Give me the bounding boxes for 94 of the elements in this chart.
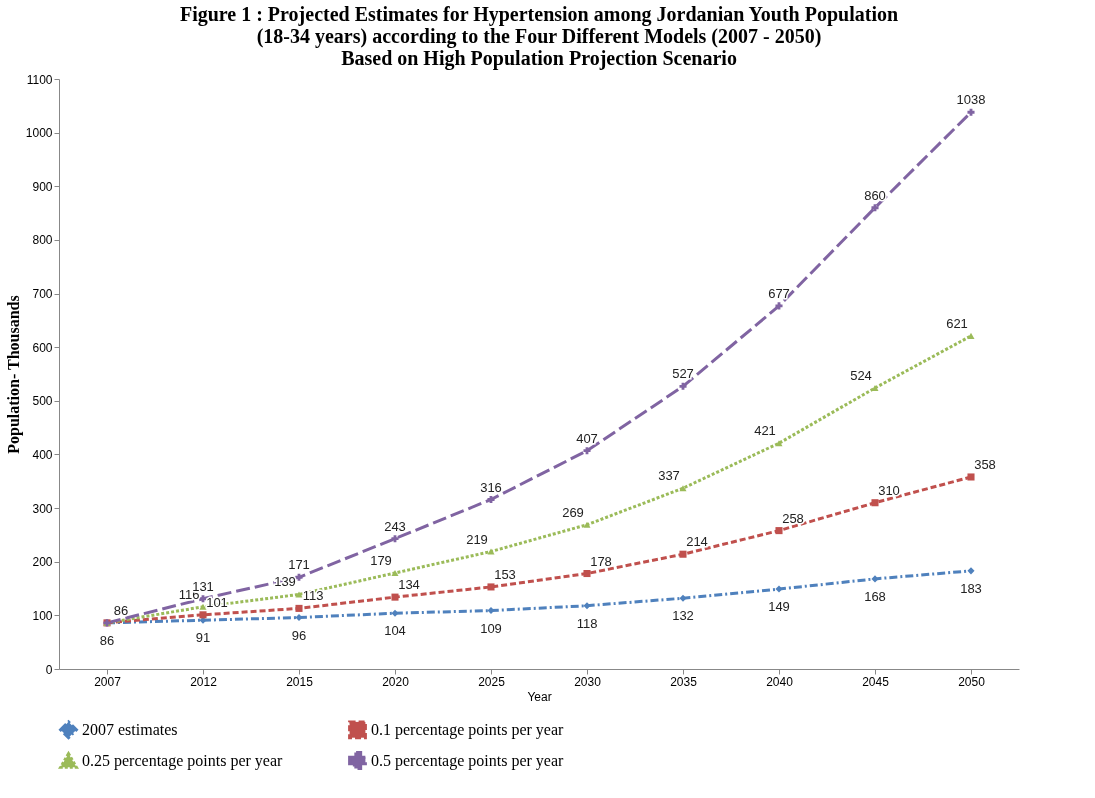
y-tick-label: 1100 <box>26 72 53 87</box>
point <box>967 332 975 339</box>
data-label: 118 <box>576 615 598 631</box>
point <box>583 569 591 578</box>
data-label: 407 <box>576 430 598 446</box>
y-tick-label: 200 <box>32 555 53 570</box>
point <box>391 535 399 543</box>
data-label: 96 <box>291 627 307 643</box>
point <box>871 499 879 507</box>
y-tick-label: 0 <box>45 662 53 677</box>
point <box>583 521 591 528</box>
point <box>583 447 591 455</box>
point <box>487 583 495 591</box>
data-label: 258 <box>782 510 804 526</box>
x-tick-label: 2020 <box>382 674 410 689</box>
point <box>391 609 399 617</box>
data-label: 91 <box>195 630 211 646</box>
y-tick-label: 500 <box>32 394 53 409</box>
data-label: 134 <box>398 577 420 593</box>
x-tick-label: 2015 <box>286 674 314 689</box>
data-label: 109 <box>480 620 502 636</box>
point <box>487 495 495 504</box>
point <box>679 382 687 390</box>
data-label: 421 <box>754 423 776 439</box>
data-label: 527 <box>672 366 694 382</box>
x-tick-label: 2040 <box>766 674 794 689</box>
x-tick-label: 2030 <box>574 674 602 689</box>
data-label: 269 <box>562 504 584 520</box>
data-label: 104 <box>384 623 406 639</box>
data-label: 183 <box>960 580 982 596</box>
data-label: 677 <box>768 285 790 301</box>
point <box>967 108 975 116</box>
y-tick-label: 1000 <box>25 126 53 141</box>
point <box>487 607 495 615</box>
point <box>967 473 975 481</box>
data-label: 860 <box>864 187 886 203</box>
legend-label: 2007 estimates <box>82 720 178 738</box>
y-tick-label: 700 <box>32 287 53 302</box>
data-label: 337 <box>658 468 680 484</box>
point <box>199 611 207 619</box>
x-tick-label: 2050 <box>958 674 986 689</box>
data-label: 178 <box>590 553 612 569</box>
data-label: 219 <box>466 531 488 547</box>
data-label: 149 <box>768 599 790 615</box>
data-label: 214 <box>686 534 708 550</box>
point <box>679 550 687 558</box>
data-label: 358 <box>974 456 996 472</box>
chart-title: Figure 1 : Projected Estimates for Hypertension among Jordanian Youth Population (18-34 years) according to the Four Different Models (2007 - 2050) Based on High Population Projection Scenario <box>179 3 899 70</box>
data-label: 113 <box>302 588 324 604</box>
point <box>295 613 303 622</box>
point <box>295 604 303 612</box>
data-label: 621 <box>946 315 968 331</box>
point <box>967 567 975 575</box>
x-tick-label: 2007 <box>94 674 122 689</box>
x-tick-label: 2035 <box>670 674 698 689</box>
data-label: 171 <box>288 557 310 573</box>
point <box>775 585 783 593</box>
point <box>775 527 783 535</box>
data-label: 316 <box>480 479 502 495</box>
y-tick-label: 400 <box>32 447 53 462</box>
point <box>775 440 783 447</box>
legend-label: 0.1 percentage points per year <box>371 720 565 739</box>
y-tick-label: 900 <box>32 179 53 194</box>
data-label: 132 <box>672 608 694 624</box>
point <box>391 569 399 577</box>
x-tick-label: 2012 <box>190 674 218 689</box>
data-label: 153 <box>494 566 516 582</box>
data-label: 101 <box>206 594 228 610</box>
y-tick-label: 600 <box>32 340 53 355</box>
data-label: 310 <box>878 482 900 498</box>
point <box>871 204 879 212</box>
data-label: 86 <box>99 632 115 648</box>
data-label: 86 <box>113 602 129 618</box>
x-axis-title: Year <box>527 689 552 704</box>
data-label: 179 <box>370 552 392 568</box>
y-tick-label: 800 <box>32 233 53 248</box>
point <box>679 594 687 602</box>
data-label: 243 <box>384 518 406 534</box>
legend-label: 0.25 percentage points per year <box>82 751 284 770</box>
data-label: 524 <box>850 367 872 383</box>
point <box>199 603 207 610</box>
point <box>391 593 399 601</box>
x-tick-label: 2045 <box>862 674 890 689</box>
legend-label: 0.5 percentage points per year <box>371 751 565 770</box>
point <box>871 575 879 583</box>
y-tick-label: 100 <box>32 608 53 623</box>
y-tick-label: 300 <box>32 501 53 516</box>
x-tick-label: 2025 <box>478 674 506 689</box>
point <box>775 302 783 310</box>
data-label: 168 <box>864 588 886 604</box>
data-label: 1038 <box>956 92 986 108</box>
y-axis-title: Population- Thousands <box>4 295 23 454</box>
point <box>295 591 303 598</box>
point <box>487 548 495 555</box>
